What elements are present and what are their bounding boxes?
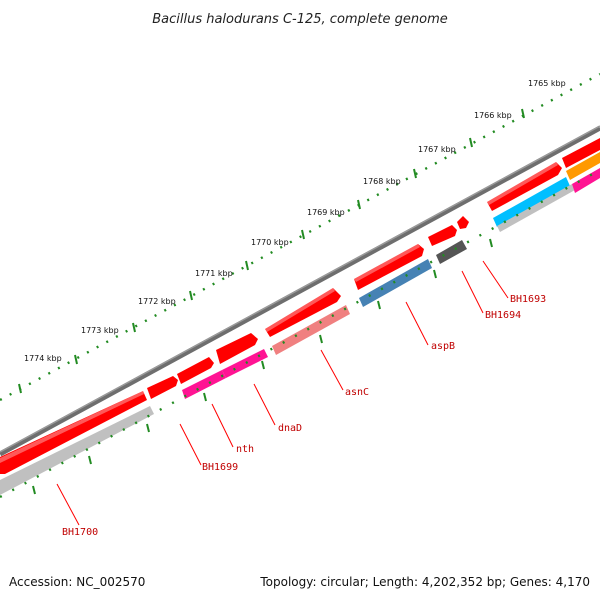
ruler-tick-marks [18,108,525,394]
tick-label-1772: 1772 kbp [138,297,176,306]
cds-block [265,288,341,337]
tick-label-1766: 1766 kbp [474,111,512,120]
cds-block [562,138,600,168]
tick-label-1765: 1765 kbp [528,79,566,88]
tick-label-1767: 1767 kbp [418,145,456,154]
cds-block [428,225,457,246]
gene-label-asnc: asnC [345,387,369,398]
tick-label-1770: 1770 kbp [251,238,289,247]
gene-label-aspb: aspB [431,341,455,352]
cds-block [457,216,469,229]
tick-label-1773: 1773 kbp [81,326,119,335]
gene-label-bh1699: BH1699 [202,462,238,473]
feature-bar-skyblue [493,177,570,227]
accession-text: Accession: NC_002570 [9,575,145,589]
genome-backbone [0,125,600,457]
feature-bar-darkgray [436,240,467,264]
cds-block [0,391,147,474]
genome-summary-text: Topology: circular; Length: 4,202,352 bp… [259,575,590,589]
gene-label-bh1700: BH1700 [62,527,98,538]
tick-label-1774: 1774 kbp [24,354,62,363]
feature-bar-salmon [272,305,350,355]
feature-color-track [0,152,600,495]
cds-block [354,244,424,290]
inner-ruler [0,168,600,499]
gene-leader-lines [56,260,509,526]
feature-bar-light-gray [497,184,575,232]
feature-bar-steelblue [359,259,432,307]
cds-block [216,333,258,364]
gene-label-dnad: dnaD [278,423,302,434]
feature-bar-magenta [182,370,226,399]
forward-cds-track [0,138,600,474]
tick-label-1769: 1769 kbp [307,208,345,217]
tick-label-1768: 1768 kbp [363,177,401,186]
tick-label-1771: 1771 kbp [195,269,233,278]
cds-block [177,357,214,384]
feature-bar-magenta [572,168,600,193]
gene-label-bh1693: BH1693 [510,294,546,305]
gene-label-bh1694: BH1694 [485,310,521,321]
outer-ruler [0,72,600,402]
genome-title: Bacillus halodurans C-125, complete geno… [152,12,448,27]
feature-bar-magenta [222,349,268,378]
feature-bar-orange [566,152,600,180]
cds-block [147,376,178,399]
cds-block [487,162,562,211]
gene-label-nth: nth [236,444,254,455]
feature-bar-light-gray [0,406,154,495]
